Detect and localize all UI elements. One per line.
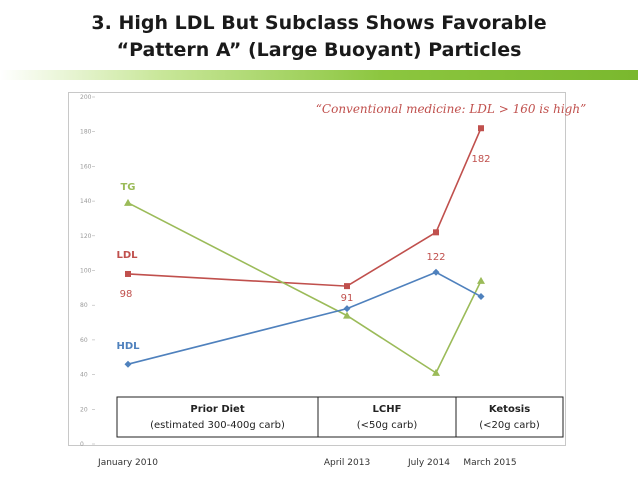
y-tick-label: 120 [80,233,92,240]
data-point-tg [124,198,132,206]
phase-detail: (<50g carb) [357,420,418,431]
data-label-ldl: 91 [341,293,354,304]
series-name-label-tg: TG [120,182,135,193]
data-point-hdl [343,305,351,313]
series-line-tg [127,202,482,375]
data-point-hdl [477,293,485,301]
y-tick-label: 160 [80,163,92,170]
phase-label: LCHF [373,404,402,415]
y-tick-label: 180 [80,129,92,136]
y-tick-label: 40 [80,372,88,379]
series-name-label-ldl: LDL [116,250,138,261]
data-point-tg [432,368,440,376]
data-point-hdl [432,268,440,276]
data-label-ldl: 182 [471,154,490,165]
y-tick-label: 20 [80,406,88,413]
phase-label: Ketosis [489,404,530,415]
data-point-ldl [125,270,131,277]
series-name-label-hdl: HDL [116,341,140,352]
phase-table [116,396,564,438]
phase-label: Prior Diet [190,404,244,415]
data-point-hdl [124,360,132,368]
slide-title: 3. High LDL But Subclass Shows Favorable… [0,10,638,64]
x-tick-label: April 2013 [324,458,370,468]
data-point-tg [343,311,351,319]
data-label-ldl: 98 [120,289,133,300]
series-line-hdl [127,271,482,365]
data-point-ldl [478,125,484,132]
phase-detail: (estimated 300-400g carb) [150,420,285,431]
chart-annotation: “Conventional medicine: LDL > 160 is hig… [316,102,586,116]
slide-title-line-2: “Pattern A” (Large Buoyant) Particles [116,39,522,61]
data-label-ldl: 122 [426,252,445,263]
y-tick-label: 100 [80,268,92,275]
data-point-tg [477,276,485,284]
phase-detail: (<20g carb) [479,420,540,431]
y-tick-label: 0 [80,441,84,448]
x-tick-label: July 2014 [407,458,450,468]
data-point-ldl [433,229,439,236]
chart-frame [68,92,566,446]
x-tick-label: March 2015 [463,458,516,468]
y-tick-label: 140 [80,198,92,205]
series-line-ldl [127,127,482,287]
x-tick-label: January 2010 [97,458,158,468]
y-tick-label: 60 [80,337,88,344]
slide-title-line-1: 3. High LDL But Subclass Shows Favorable [91,12,547,34]
data-point-ldl [344,283,350,290]
y-tick-label: 200 [80,94,92,101]
title-underline-bar [0,70,638,80]
y-tick-label: 80 [80,302,88,309]
